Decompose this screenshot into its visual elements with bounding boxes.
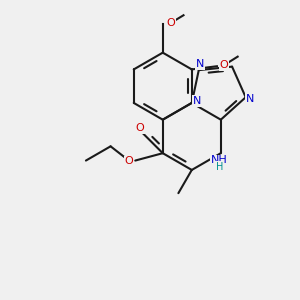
Text: NH: NH: [211, 155, 228, 165]
Text: N: N: [246, 94, 254, 104]
Text: H: H: [215, 162, 223, 172]
Text: O: O: [124, 156, 133, 166]
Text: N: N: [193, 96, 201, 106]
Text: O: O: [167, 18, 175, 28]
Text: O: O: [136, 123, 144, 133]
Text: N: N: [196, 59, 205, 69]
Text: O: O: [220, 60, 228, 70]
